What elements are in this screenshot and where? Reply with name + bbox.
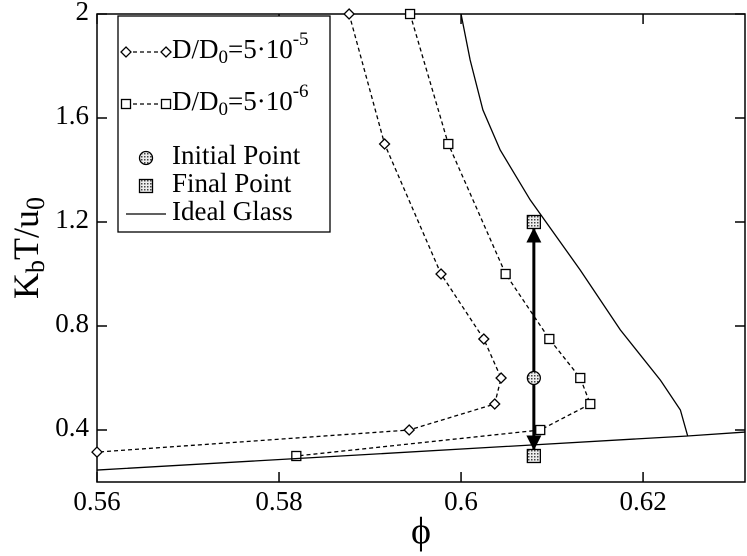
marker: [477, 333, 490, 345]
marker: [138, 150, 154, 166]
marker: [120, 46, 132, 58]
marker: [160, 98, 172, 110]
marker: [488, 398, 501, 410]
legend-label: Ideal Glass: [172, 196, 293, 226]
y-tick-label: 2: [76, 0, 90, 26]
marker: [495, 372, 508, 384]
marker: [585, 398, 596, 410]
x-tick-label: 0.56: [73, 486, 120, 516]
marker: [403, 424, 416, 436]
y-tick-label: 1.2: [55, 204, 89, 234]
y-tick-label: 0.4: [55, 412, 89, 442]
marker: [91, 446, 103, 459]
marker: [291, 450, 302, 462]
legend-box: [117, 15, 331, 233]
marker: [526, 214, 542, 230]
marker: [575, 372, 586, 384]
marker: [378, 138, 391, 150]
marker: [526, 448, 542, 464]
marker: [435, 268, 447, 280]
y-tick-label: 1.6: [55, 100, 89, 130]
marker: [120, 98, 132, 110]
marker: [404, 8, 416, 20]
marker: [500, 268, 511, 280]
x-tick-label: 0.62: [619, 486, 666, 516]
x-tick-label: 0.6: [444, 486, 478, 516]
marker: [343, 8, 356, 20]
marker: [138, 178, 154, 194]
x-tick-label: 0.58: [255, 486, 302, 516]
marker: [535, 424, 546, 436]
marker: [443, 138, 454, 150]
y-tick-label: 0.8: [55, 308, 89, 338]
x-axis-label: ϕ: [411, 511, 431, 553]
marker: [526, 370, 542, 386]
legend-label: D/D0=5·10-6: [172, 81, 309, 120]
series-line: [96, 13, 502, 453]
legend-label: D/D0=5·10-5: [172, 29, 309, 68]
marker: [544, 333, 555, 345]
plot-frame: [96, 13, 746, 483]
marker: [160, 46, 172, 58]
legend-label: Initial Point: [172, 140, 301, 170]
series-line: [96, 13, 746, 471]
series-line: [296, 13, 592, 457]
legend-label: Final Point: [172, 168, 292, 198]
legend: D/D0=5·10-5 D/D0=5·10-6 Initial PointFinal…: [117, 15, 331, 233]
y-axis-label: KbT/u0: [6, 197, 50, 299]
